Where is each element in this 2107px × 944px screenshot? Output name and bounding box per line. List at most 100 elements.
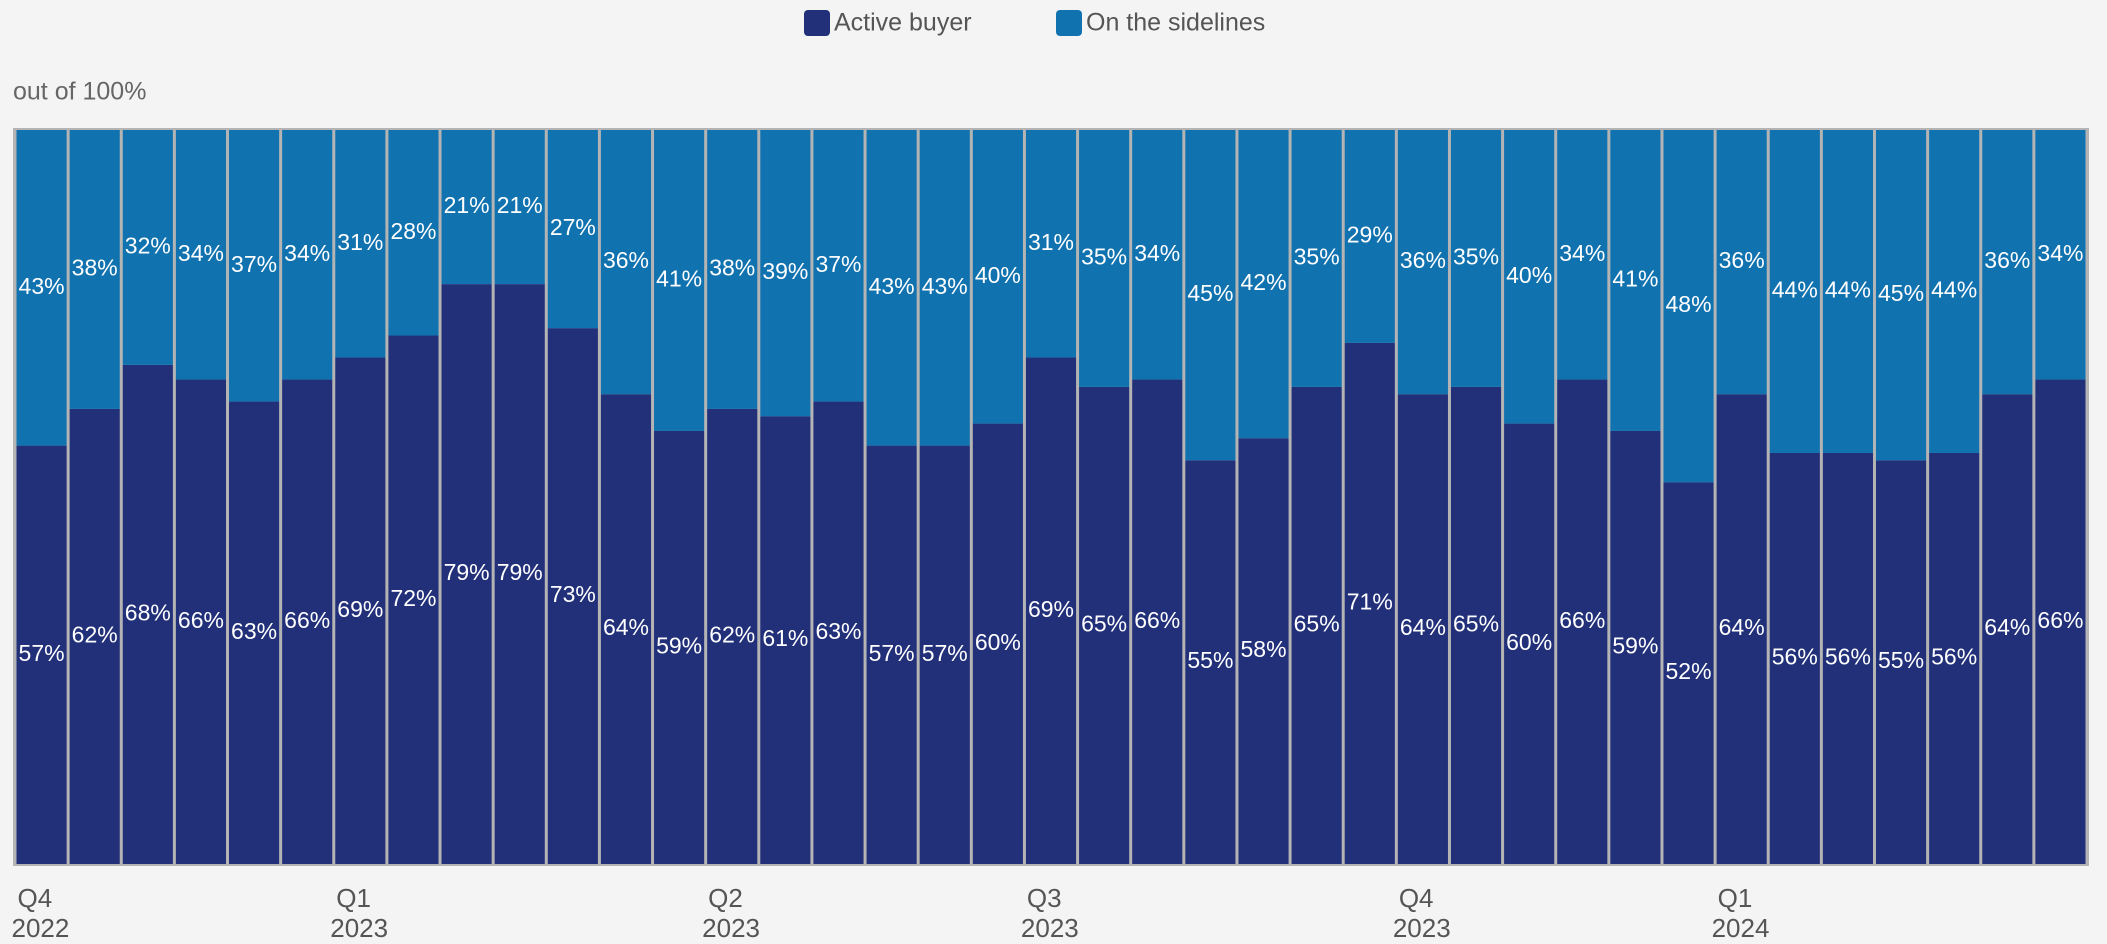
value-label: 72% <box>390 585 436 611</box>
bar-segment <box>1344 342 1395 864</box>
value-label: 58% <box>1240 636 1286 662</box>
value-label: 29% <box>1347 222 1393 248</box>
value-label: 79% <box>444 559 490 585</box>
x-tick-label: Q4 2023 <box>1393 883 1451 943</box>
value-label: 60% <box>1506 629 1552 655</box>
bar-segment <box>1504 423 1555 864</box>
value-label: 69% <box>1028 596 1074 622</box>
value-label: 66% <box>284 607 330 633</box>
value-label: 59% <box>1612 633 1658 659</box>
value-label: 35% <box>1081 244 1127 270</box>
bar-segment <box>600 130 652 395</box>
value-label: 64% <box>1719 614 1765 640</box>
value-label: 45% <box>1878 280 1924 306</box>
value-label: 32% <box>125 233 171 259</box>
value-label: 38% <box>72 255 118 281</box>
bar-segment <box>1982 394 2033 864</box>
bar-segment <box>122 130 173 365</box>
bar-segment <box>1982 130 2033 395</box>
bar-segment <box>229 401 280 864</box>
value-label: 42% <box>1240 269 1286 295</box>
bar-segment <box>1716 394 1767 864</box>
value-label: 71% <box>1347 589 1393 615</box>
bar-segment <box>175 379 227 864</box>
bar-segment <box>1397 394 1448 864</box>
bar-segment <box>2035 130 2086 380</box>
value-label: 34% <box>178 240 224 266</box>
bar-segment <box>654 130 705 431</box>
value-label: 62% <box>709 622 755 648</box>
bar-segment <box>600 394 652 864</box>
bar-segment <box>1504 130 1555 424</box>
value-label: 44% <box>1825 277 1871 303</box>
x-tick-label: Q2 2023 <box>702 883 760 943</box>
bar-segment <box>441 130 492 285</box>
value-label: 62% <box>72 622 118 648</box>
value-label: 34% <box>1559 240 1605 266</box>
value-label: 41% <box>1612 266 1658 292</box>
value-label: 36% <box>1984 247 2030 273</box>
value-label: 65% <box>1081 611 1127 637</box>
bar-segment <box>1822 452 1873 864</box>
bar-segment <box>1132 130 1183 380</box>
value-label: 28% <box>390 218 436 244</box>
value-label: 64% <box>1400 614 1446 640</box>
bar-segment <box>1716 130 1767 395</box>
value-label: 21% <box>444 192 490 218</box>
value-label: 52% <box>1666 658 1712 684</box>
value-label: 66% <box>2037 607 2083 633</box>
value-label: 34% <box>284 240 330 266</box>
bar-segment <box>494 284 545 864</box>
bar-segment <box>2035 379 2086 864</box>
bar-segment <box>1132 379 1183 864</box>
bar-segment <box>972 130 1023 424</box>
bar-segment <box>919 445 970 864</box>
bar-segment <box>1557 379 1608 864</box>
bar-segment <box>494 130 545 285</box>
value-label: 31% <box>1028 229 1074 255</box>
bar-segment <box>282 379 333 864</box>
bar-segment <box>441 284 492 864</box>
bar-segment <box>707 130 758 409</box>
value-label: 57% <box>922 640 968 666</box>
bar-segment <box>1025 130 1077 358</box>
value-label: 68% <box>125 600 171 626</box>
value-label: 35% <box>1453 244 1499 270</box>
bar-segment <box>335 357 386 864</box>
bar-segment <box>1238 438 1289 864</box>
bar-segment <box>972 423 1023 864</box>
bar-segment <box>760 130 811 417</box>
x-tick-label: Q1 2024 <box>1712 883 1770 943</box>
value-label: 48% <box>1666 291 1712 317</box>
value-label: 36% <box>603 247 649 273</box>
bar-segment <box>654 430 705 864</box>
value-label: 79% <box>497 559 543 585</box>
bar-segment <box>1663 130 1714 483</box>
value-label: 64% <box>1984 614 2030 640</box>
value-label: 36% <box>1719 247 1765 273</box>
bar-segment <box>16 445 67 864</box>
value-label: 34% <box>1134 240 1180 266</box>
bar-segment <box>1610 130 1661 431</box>
x-tick-label: Q3 2023 <box>1021 883 1079 943</box>
bar-segment <box>1344 130 1395 343</box>
bar-segment <box>229 130 280 402</box>
bar-segment <box>1450 386 1502 864</box>
bar-segment <box>813 401 864 864</box>
value-label: 43% <box>19 273 65 299</box>
bar-segment <box>707 408 758 864</box>
bar-segment <box>16 130 67 446</box>
value-label: 56% <box>1825 644 1871 670</box>
bar-segment <box>388 130 439 336</box>
bar-segment <box>1610 430 1661 864</box>
bar-segment <box>122 364 173 864</box>
bar-segment <box>547 130 598 329</box>
value-label: 31% <box>337 229 383 255</box>
value-label: 37% <box>815 251 861 277</box>
value-label: 37% <box>231 251 277 277</box>
bar-segment <box>1822 130 1873 453</box>
bar-segment <box>1929 130 1980 453</box>
value-label: 21% <box>497 192 543 218</box>
x-tick-label: Q4 2022 <box>12 883 70 943</box>
